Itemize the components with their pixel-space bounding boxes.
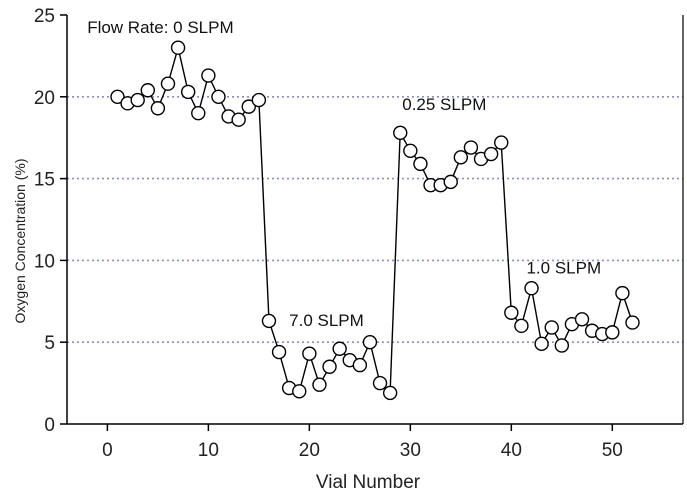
data-point-20 <box>302 346 317 361</box>
data-point-30 <box>403 143 418 158</box>
data-point-8 <box>180 84 196 100</box>
data-point-5 <box>150 101 166 116</box>
data-point-23 <box>332 341 347 356</box>
data-point-25 <box>352 357 368 373</box>
data-point-11 <box>211 89 226 105</box>
y-tick-label-0: 0 <box>44 415 55 436</box>
series-line-layer <box>117 47 634 395</box>
data-point-1 <box>110 89 125 105</box>
x-tick-label-0: 0 <box>102 440 113 461</box>
data-point-47 <box>574 312 590 327</box>
data-point-51 <box>615 285 630 301</box>
y-tick-label-5: 5 <box>44 333 55 354</box>
data-point-35 <box>453 150 469 165</box>
data-point-3 <box>130 92 145 108</box>
data-point-34 <box>443 174 458 190</box>
x-tick-label-50: 50 <box>602 440 623 461</box>
annotation-3: 1.0 SLPM <box>526 258 601 277</box>
data-point-4 <box>140 83 155 98</box>
data-point-28 <box>382 385 398 401</box>
y-axis-title: Oxygen Concentration (%) <box>12 159 28 324</box>
data-point-13 <box>231 112 246 127</box>
annotation-1: 7.0 SLPM <box>289 311 364 330</box>
data-point-36 <box>463 140 479 155</box>
annotation-0: Flow Rate: 0 SLPM <box>87 18 233 37</box>
data-point-52 <box>625 315 640 330</box>
x-tick-label-20: 20 <box>299 440 320 461</box>
data-point-42 <box>524 281 539 296</box>
x-axis-title: Vial Number <box>316 472 421 493</box>
data-point-45 <box>554 338 570 353</box>
data-point-26 <box>362 335 378 350</box>
data-point-44 <box>544 320 559 335</box>
series-line-0 <box>117 47 634 395</box>
y-tick-label-25: 25 <box>34 6 55 27</box>
data-point-15 <box>251 92 267 108</box>
y-tick-label-10: 10 <box>34 251 55 272</box>
x-tick-label-40: 40 <box>501 440 522 461</box>
data-point-21 <box>312 377 327 392</box>
y-tick-label-20: 20 <box>34 88 55 109</box>
data-point-16 <box>261 313 277 329</box>
data-point-39 <box>494 135 509 150</box>
data-point-43 <box>534 336 549 352</box>
data-point-50 <box>605 325 620 340</box>
y-tick-label-15: 15 <box>34 170 55 191</box>
data-point-6 <box>160 76 176 91</box>
annotations: Flow Rate: 0 SLPM 7.0 SLPM 0.25 SLPM 1.0 SL… <box>87 18 601 330</box>
data-point-22 <box>322 359 337 374</box>
axis-ticks: 0 5 10 15 20 25 0 10 20 30 40 50 <box>34 6 623 461</box>
data-point-31 <box>413 156 428 172</box>
data-point-38 <box>483 146 499 162</box>
plot-frame <box>66 15 684 425</box>
x-tick-label-10: 10 <box>198 440 219 461</box>
annotation-2: 0.25 SLPM <box>402 95 486 114</box>
x-tick-label-30: 30 <box>400 440 421 461</box>
data-point-29 <box>393 125 408 140</box>
data-point-19 <box>292 384 307 399</box>
data-point-9 <box>191 105 206 121</box>
data-points <box>110 40 640 401</box>
data-point-27 <box>372 375 388 391</box>
grid-lines <box>67 96 683 344</box>
data-point-14 <box>241 99 256 114</box>
data-point-17 <box>271 344 287 360</box>
data-point-41 <box>514 318 529 334</box>
data-point-10 <box>201 68 216 83</box>
data-point-40 <box>504 305 519 320</box>
data-point-7 <box>170 40 186 55</box>
